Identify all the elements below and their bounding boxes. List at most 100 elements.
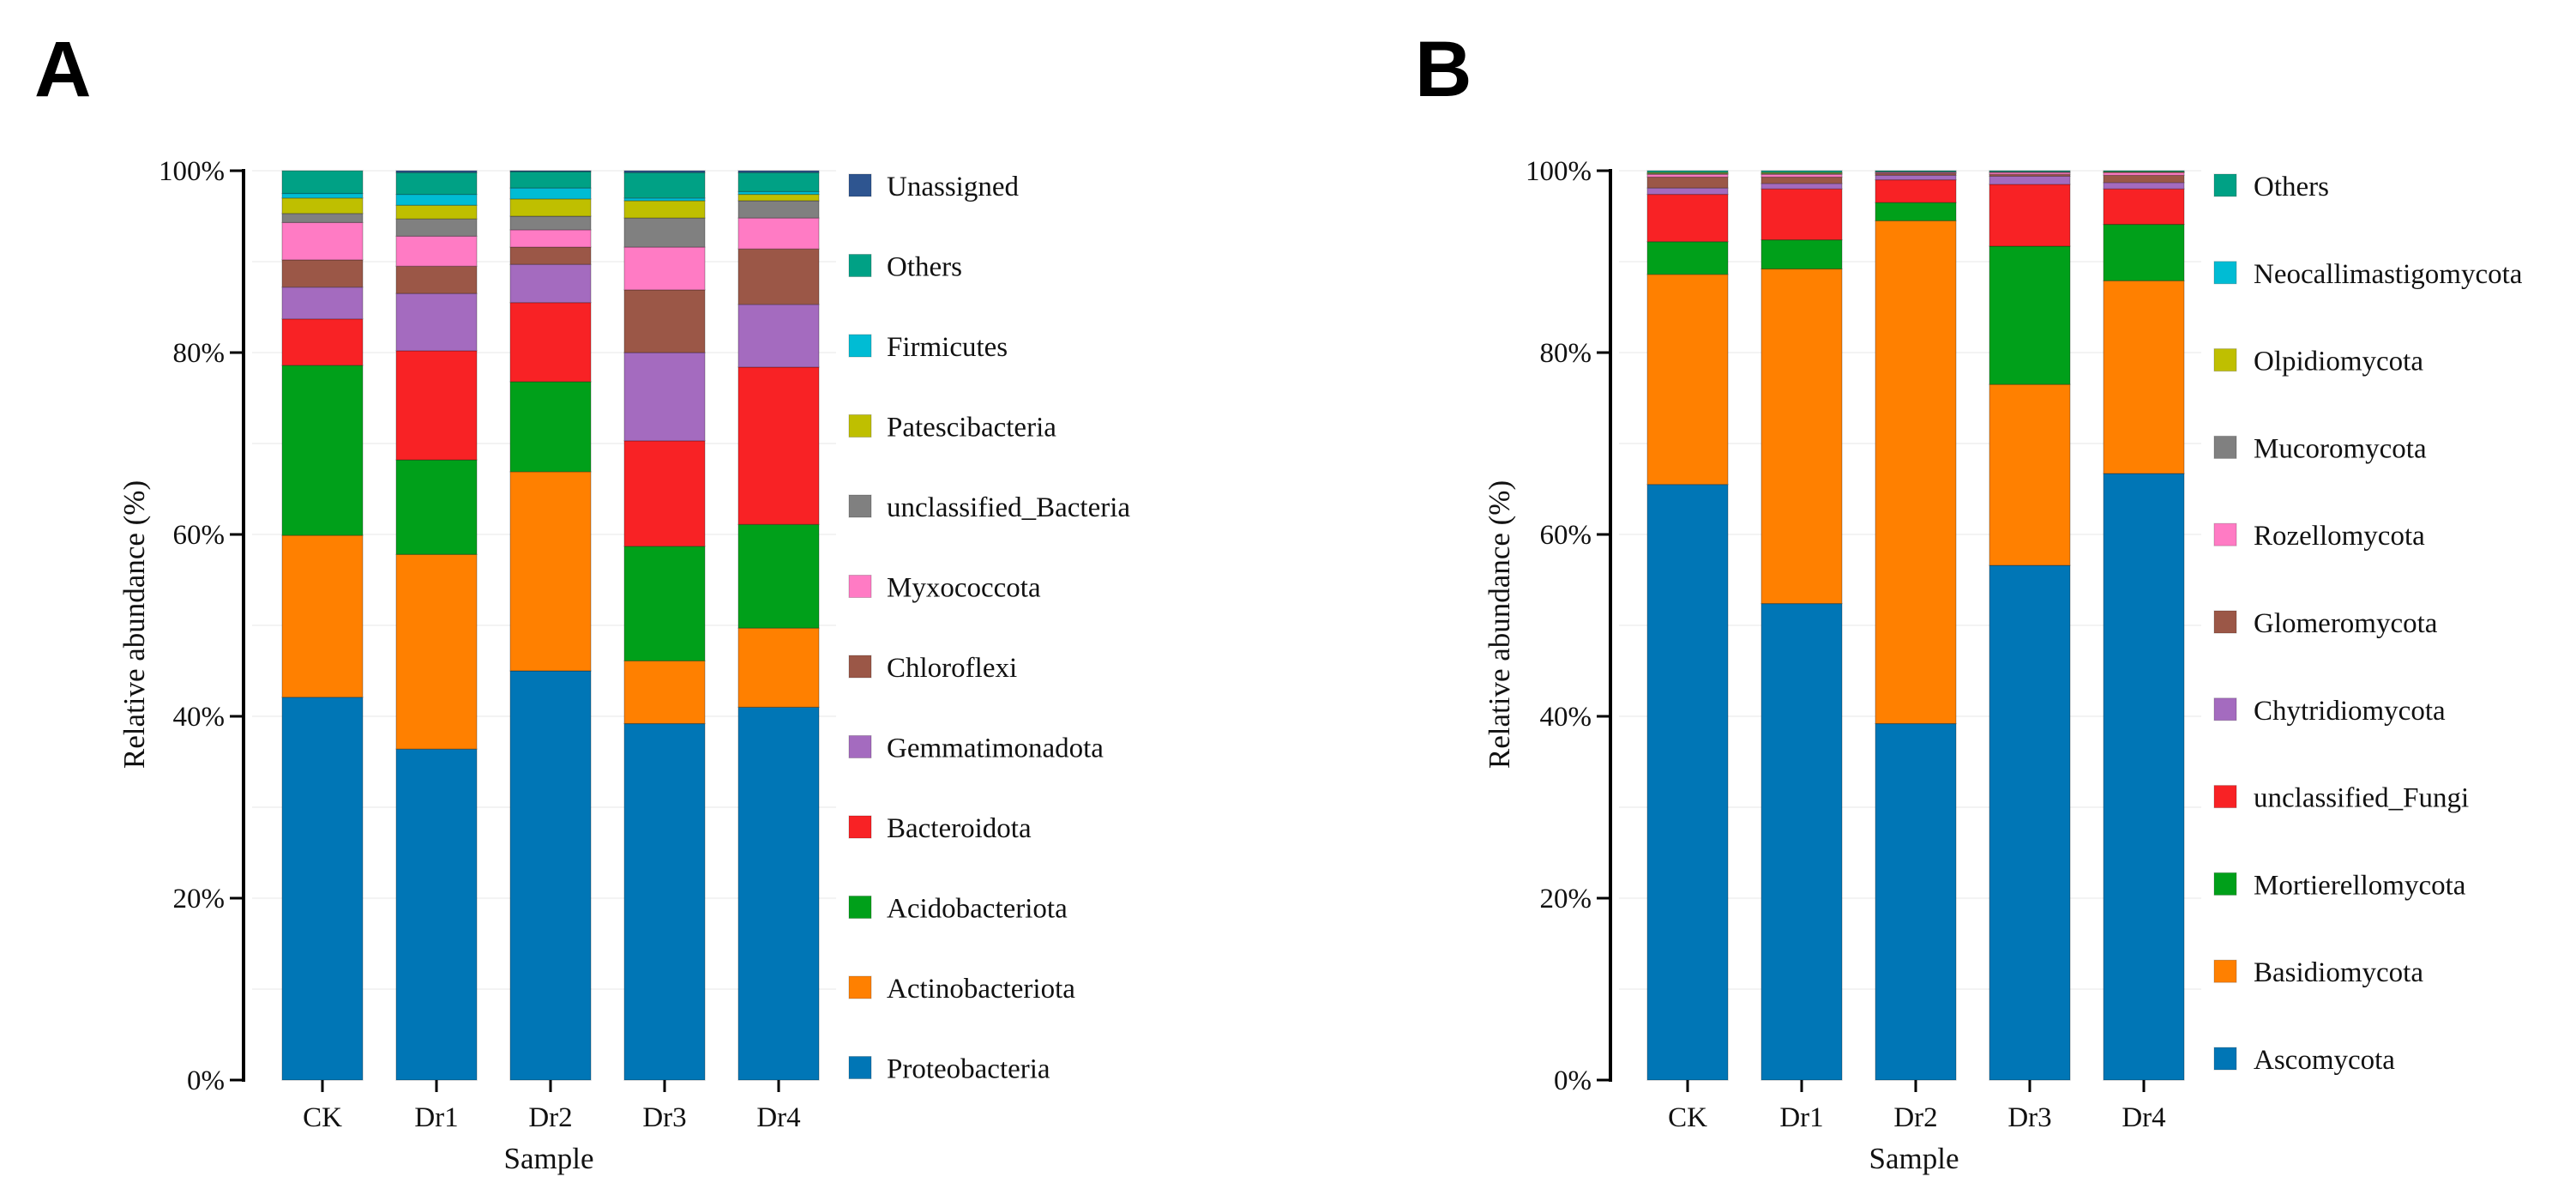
bar-segment-basidiomycota bbox=[2103, 280, 2185, 474]
bar-segment-chytridiomycota bbox=[1646, 187, 1729, 196]
legend-label: Firmicutes bbox=[887, 332, 1008, 363]
legend-label: Chytridiomycota bbox=[2254, 696, 2446, 727]
legend-swatch bbox=[2213, 1047, 2237, 1071]
legend-item: Proteobacteria bbox=[848, 1054, 1050, 1085]
bar-segment-actinobacteriota bbox=[623, 660, 706, 725]
bar-segment-unclassified-bacteria bbox=[395, 218, 478, 237]
bar-stack-dr4 bbox=[2103, 170, 2185, 1081]
bar-segment-unclassified-fungi bbox=[2103, 188, 2185, 226]
legend-swatch bbox=[848, 975, 872, 999]
bar-segment-chytridiomycota bbox=[1760, 183, 1843, 190]
y-tick-label: 60% bbox=[173, 520, 226, 551]
legend-swatch bbox=[2213, 610, 2237, 634]
legend-swatch bbox=[2213, 261, 2237, 285]
bar-segment-unclassified-fungi bbox=[1989, 184, 2071, 247]
bar-stack-dr2 bbox=[509, 170, 592, 1081]
x-tick-label: Dr2 bbox=[528, 1102, 572, 1133]
legend-label: Olpidiomycota bbox=[2254, 347, 2423, 377]
legend-swatch bbox=[848, 494, 872, 518]
y-tick-label: 60% bbox=[1540, 520, 1592, 551]
bar-segment-bacteroidota bbox=[623, 440, 706, 547]
bar-segment-myxococcota bbox=[737, 217, 820, 250]
legend-label: Mortierellomycota bbox=[2254, 870, 2466, 901]
bar-stack-dr1 bbox=[395, 170, 478, 1081]
panel-label: A bbox=[34, 26, 91, 113]
legend-label: unclassified_Fungi bbox=[2254, 783, 2469, 814]
bar-segment-firmicutes bbox=[509, 187, 592, 200]
bar-stack-dr2 bbox=[1875, 170, 1957, 1081]
x-tick-label: Dr1 bbox=[1779, 1102, 1823, 1133]
bar-segment-patescibacteria bbox=[509, 198, 592, 217]
bar-segment-firmicutes bbox=[623, 197, 706, 202]
bar-segment-others bbox=[2103, 170, 2185, 172]
bar-segment-unassigned bbox=[509, 170, 592, 172]
bar-segment-basidiomycota bbox=[1760, 268, 1843, 605]
bar-segment-actinobacteriota bbox=[395, 553, 478, 750]
legend-swatch bbox=[848, 414, 872, 438]
bar-segment-firmicutes bbox=[737, 190, 820, 196]
bar-segment-gemmatimonadota bbox=[395, 293, 478, 352]
bar-segment-bacteroidota bbox=[281, 318, 364, 366]
bar-segment-ascomycota bbox=[1875, 722, 1957, 1081]
bar-segment-mortierellomycota bbox=[1875, 202, 1957, 221]
legend-label: Glomeromycota bbox=[2254, 608, 2438, 639]
legend-swatch bbox=[848, 575, 872, 598]
legend-item: Mortierellomycota bbox=[2213, 870, 2466, 901]
panel-label: B bbox=[1415, 26, 1472, 113]
legend-item: Firmicutes bbox=[848, 332, 1008, 363]
y-tick-label: 80% bbox=[173, 338, 226, 369]
bar-segment-myxococcota bbox=[623, 246, 706, 291]
bar-segment-basidiomycota bbox=[1875, 220, 1957, 725]
bar-segment-unassigned bbox=[395, 170, 478, 173]
bar-segment-ascomycota bbox=[1989, 564, 2071, 1081]
legend-item: Olpidiomycota bbox=[2213, 347, 2423, 377]
legend-label: Actinobacteriota bbox=[887, 974, 1075, 1005]
bar-segment-bacteroidota bbox=[509, 302, 592, 383]
bar-segment-patescibacteria bbox=[623, 200, 706, 219]
y-tick-label: 0% bbox=[187, 1065, 225, 1096]
bar-segment-unclassified-bacteria bbox=[509, 215, 592, 231]
bar-segment-chytridiomycota bbox=[2103, 182, 2185, 190]
x-tick-label: Dr2 bbox=[1893, 1102, 1937, 1133]
bar-segment-unclassified-fungi bbox=[1760, 188, 1843, 241]
legend-item: Mucoromycota bbox=[2213, 433, 2427, 464]
bar-stack-ck bbox=[1646, 170, 1729, 1081]
chart-panel-b: B CK Dr1 Dr2 Dr3 Dr4 0% 20% 40% 60% 80% 100% Relativ… bbox=[1415, 26, 2523, 1175]
x-tick-label: Dr4 bbox=[756, 1102, 800, 1133]
bar-segment-rozellomycota bbox=[1760, 173, 1843, 178]
bar-segment-others bbox=[1989, 170, 2071, 172]
bar-segment-ascomycota bbox=[1646, 484, 1729, 1081]
bar-segment-proteobacteria bbox=[737, 706, 820, 1081]
y-tick-label: 100% bbox=[1526, 156, 1592, 187]
bar-segment-chloroflexi bbox=[281, 259, 364, 288]
x-tick-label: Dr3 bbox=[642, 1102, 686, 1133]
legend-item: Unassigned bbox=[848, 172, 1019, 202]
bar-segment-firmicutes bbox=[395, 193, 478, 206]
legend-label: Gemmatimonadota bbox=[887, 733, 1104, 764]
legend-label: Ascomycota bbox=[2254, 1045, 2395, 1076]
bar-segment-unclassified-bacteria bbox=[281, 213, 364, 224]
legend-swatch bbox=[848, 173, 872, 197]
bar-segment-chloroflexi bbox=[395, 265, 478, 294]
legend-swatch bbox=[2213, 522, 2237, 546]
legend-label: Rozellomycota bbox=[2254, 521, 2425, 552]
legend: Unassigned Others Firmicutes Patescibacteri… bbox=[848, 172, 1130, 1085]
bar-segment-mortierellomycota bbox=[1989, 245, 2071, 385]
bar-segment-acidobacteriota bbox=[281, 365, 364, 536]
legend-label: Patescibacteria bbox=[887, 413, 1056, 444]
bar-segment-others bbox=[1875, 170, 1957, 172]
legend-swatch bbox=[848, 735, 872, 758]
y-tick-label: 0% bbox=[1554, 1065, 1592, 1096]
legend-label: Basidiomycota bbox=[2254, 957, 2423, 988]
bar-segment-patescibacteria bbox=[395, 204, 478, 220]
legend-label: Unassigned bbox=[887, 172, 1019, 202]
bar-segment-actinobacteriota bbox=[509, 471, 592, 672]
y-axis-label: Relative abundance (%) bbox=[1483, 480, 1516, 769]
legend-item: Actinobacteriota bbox=[848, 974, 1075, 1005]
bar-segment-chloroflexi bbox=[623, 289, 706, 353]
y-tick-label: 80% bbox=[1540, 338, 1592, 369]
y-axis-label: Relative abundance (%) bbox=[117, 480, 151, 769]
bar-segment-glomeromycota bbox=[2103, 174, 2185, 184]
bar-stack-dr3 bbox=[1989, 170, 2071, 1081]
